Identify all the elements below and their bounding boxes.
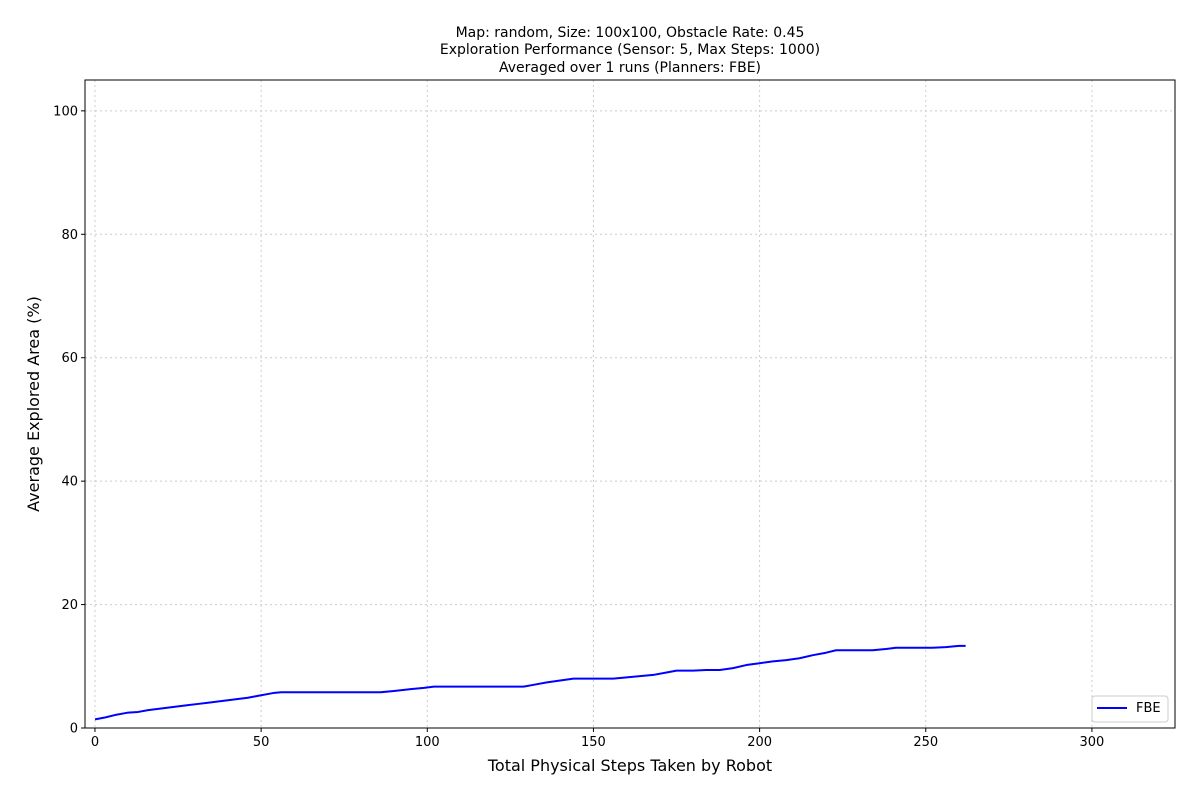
legend: FBE bbox=[1091, 695, 1169, 723]
series-line-fbe bbox=[94, 644, 966, 721]
x-tick-label: 200 bbox=[747, 735, 772, 750]
series-layer bbox=[94, 644, 966, 721]
title-line-3: Averaged over 1 runs (Planners: FBE) bbox=[499, 60, 761, 76]
y-tick-label: 100 bbox=[53, 104, 78, 119]
x-tick-label: 300 bbox=[1080, 735, 1105, 750]
x-tick-label: 0 bbox=[91, 735, 99, 750]
y-tick-label: 0 bbox=[70, 722, 78, 737]
x-tick-label: 150 bbox=[581, 735, 606, 750]
chart-title: Map: random, Size: 100x100, Obstacle Rat… bbox=[440, 25, 820, 76]
legend-box bbox=[1091, 695, 1169, 723]
y-tick-label: 60 bbox=[61, 351, 78, 366]
x-tick-label: 100 bbox=[415, 735, 440, 750]
x-axis-label: Total Physical Steps Taken by Robot bbox=[487, 756, 772, 775]
title-line-1: Map: random, Size: 100x100, Obstacle Rat… bbox=[456, 25, 805, 41]
title-line-2: Exploration Performance (Sensor: 5, Max … bbox=[440, 42, 820, 58]
x-axis-ticks: 0 50 100 150 200 250 300 bbox=[91, 728, 1105, 750]
y-tick-label: 20 bbox=[61, 598, 78, 613]
grid-lines bbox=[85, 80, 1175, 729]
y-axis-label: Average Explored Area (%) bbox=[24, 296, 43, 512]
legend-label-fbe: FBE bbox=[1136, 701, 1161, 716]
y-tick-label: 80 bbox=[61, 228, 78, 243]
x-tick-label: 250 bbox=[913, 735, 938, 750]
x-tick-label: 50 bbox=[253, 735, 270, 750]
y-tick-label: 40 bbox=[61, 475, 78, 490]
plot-area-frame bbox=[84, 79, 1176, 729]
y-axis-ticks: 0 20 40 60 80 100 bbox=[53, 104, 85, 737]
